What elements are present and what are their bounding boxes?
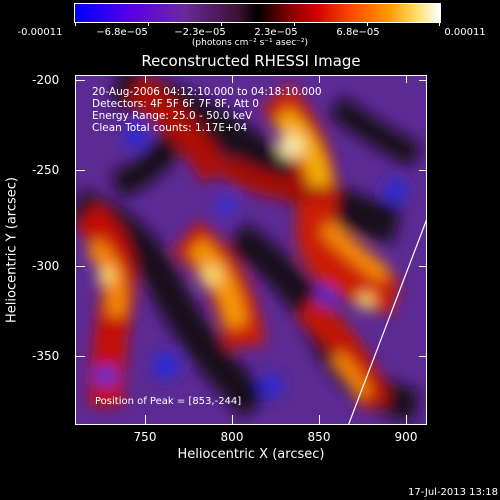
- x-tick-label: 800: [220, 430, 244, 444]
- colorbar: [74, 3, 441, 23]
- y-tick-label: -350: [32, 349, 60, 363]
- colorbar-label: 2.3e−05: [254, 27, 298, 38]
- image-title: Reconstructed RHESSI Image: [141, 52, 361, 70]
- y-tick-label: -200: [32, 73, 60, 87]
- timestamp: 17-Jul-2013 13:18: [407, 487, 498, 498]
- x-axis-label: Heliocentric X (arcsec): [177, 447, 325, 462]
- info-total-counts: Clean Total counts: 1.17E+04: [92, 122, 248, 134]
- solar-limb-line: [348, 219, 426, 424]
- solar-image: [75, 75, 427, 425]
- y-axis-label: Heliocentric Y (arcsec): [4, 177, 20, 323]
- colorbar-label: −2.3e−05: [174, 27, 226, 38]
- colorbar-units: (photons cm⁻² s⁻¹ asec⁻²): [191, 38, 309, 48]
- image-canvas: [76, 76, 426, 424]
- colorbar-label: -0.00011: [17, 27, 63, 38]
- colorbar-label: −6.8e−05: [96, 27, 148, 38]
- info-energy-range: Energy Range: 25.0 - 50.0 keV: [92, 110, 253, 122]
- x-tick-label: 850: [307, 430, 331, 444]
- colorbar-label: 6.8e−05: [336, 27, 380, 38]
- info-detectors: Detectors: 4F 5F 6F 7F 8F, Att 0: [92, 98, 259, 110]
- y-tick-label: -300: [32, 259, 60, 273]
- x-tick-label: 750: [133, 430, 157, 444]
- x-tick-label: 900: [394, 430, 418, 444]
- info-time-range: 20-Aug-2006 04:12:10.000 to 04:18:10.000: [92, 86, 322, 98]
- peak-position: Position of Peak = [853,-244]: [95, 396, 242, 407]
- colorbar-label: 0.00011: [444, 27, 486, 38]
- y-tick-label: -250: [32, 163, 60, 177]
